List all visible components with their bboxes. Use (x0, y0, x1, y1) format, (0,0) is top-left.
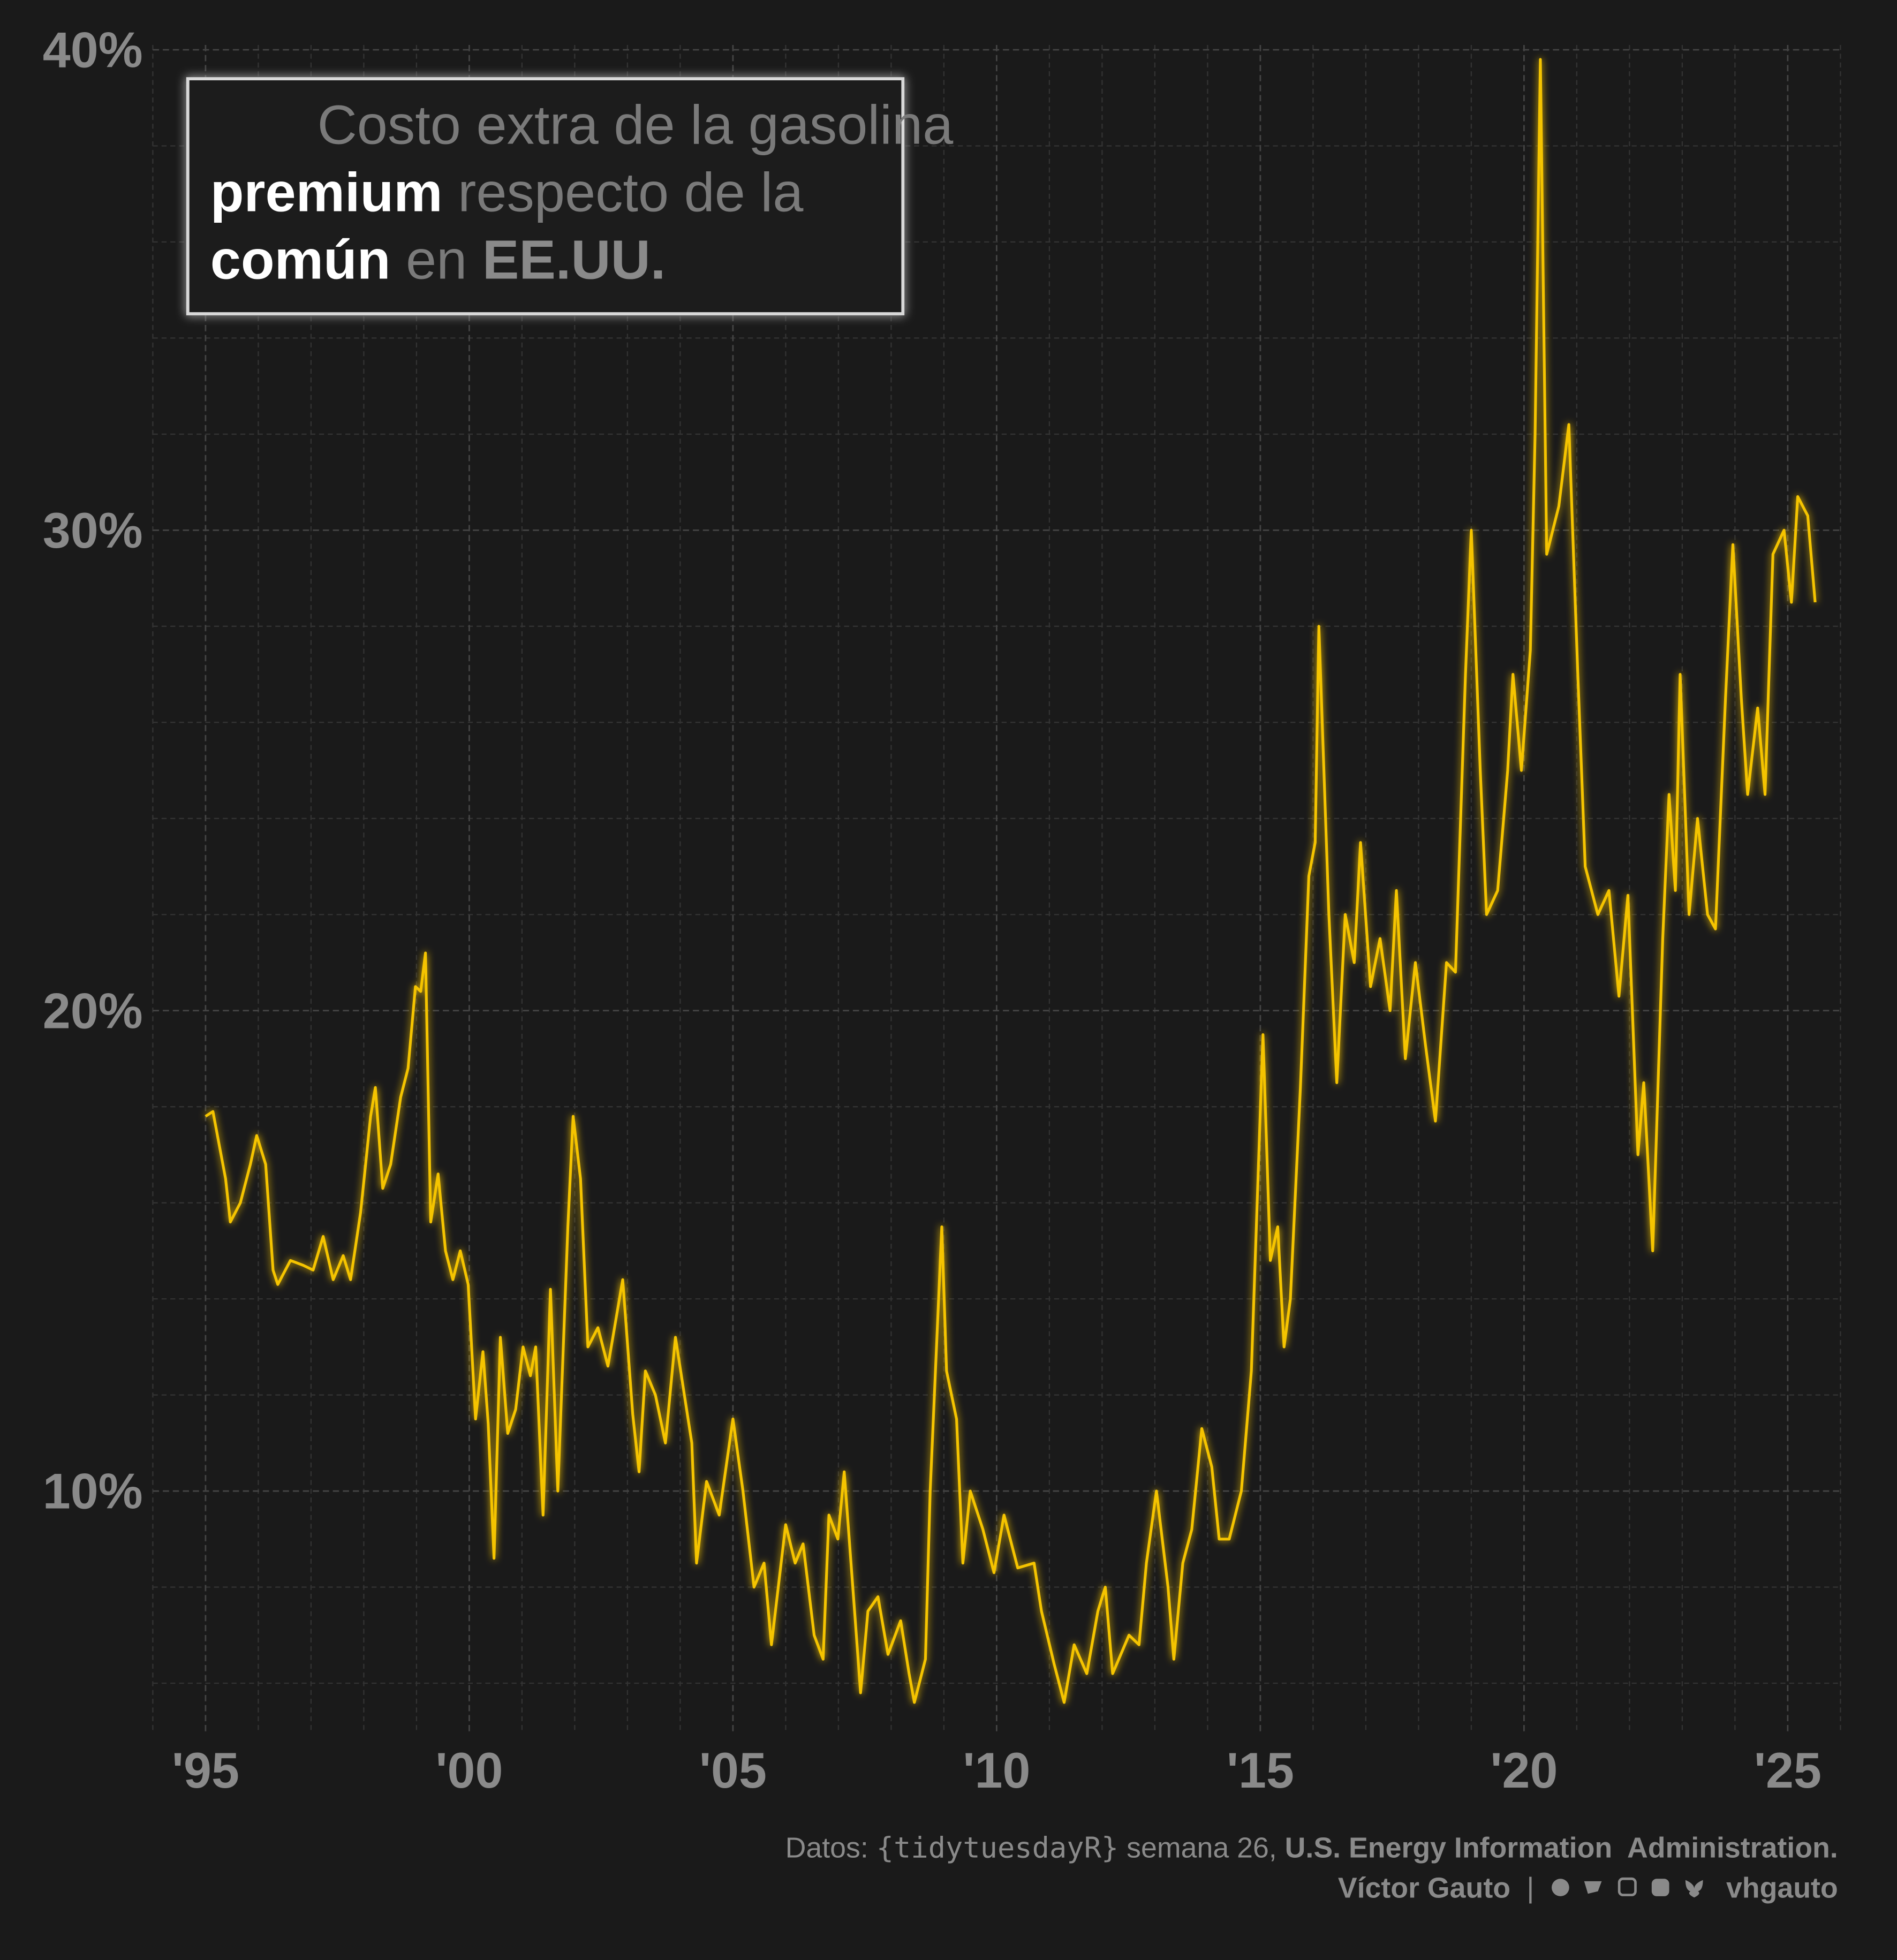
chart-title: premium respecto de la (210, 162, 804, 223)
line (205, 58, 1817, 1704)
y-tick-label: 30% (43, 502, 143, 558)
x-tick-label: '15 (1227, 1742, 1294, 1798)
social-icons (1552, 1877, 1703, 1898)
caption-part: U.S. Energy Information Administration (1285, 1832, 1830, 1864)
icon-bluesky (1685, 1880, 1703, 1898)
y-tick-label: 10% (43, 1463, 143, 1519)
y-tick-label: 20% (43, 982, 143, 1039)
x-tick-label: '05 (699, 1742, 767, 1798)
title-part: en (390, 229, 482, 291)
x-tick-label: '25 (1754, 1742, 1822, 1798)
caption-handle: vhgauto (1726, 1872, 1838, 1904)
caption-author: Víctor Gauto (1338, 1872, 1510, 1904)
caption-part: semana 26, (1118, 1832, 1284, 1864)
ticks: '95 '00 '05 '10 '15 '20 '25 10% 20% 30% 40% (43, 22, 1822, 1798)
chart-title: Costo extra de la gasolina (210, 94, 1030, 156)
x-tick-label: '00 (435, 1742, 503, 1798)
title-box: Costo extra de la gasolina premium respe… (186, 77, 1030, 315)
title-part: común (210, 229, 391, 291)
caption-part: . (1830, 1832, 1838, 1864)
x-tick-label: '10 (963, 1742, 1030, 1798)
caption-separator: | (1526, 1872, 1534, 1904)
plot (205, 58, 1817, 1704)
title-part: respecto de la (443, 162, 804, 223)
title-part: premium (210, 162, 443, 223)
caption-part: Datos: (785, 1832, 876, 1864)
grid (152, 45, 1841, 1731)
chart-title: común en EE.UU. (210, 229, 666, 291)
title-part: Costo extra de la gasolina (318, 94, 954, 156)
icon-twitter (1584, 1881, 1602, 1894)
y-tick-label: 40% (43, 22, 143, 78)
x-tick-label: '95 (172, 1742, 239, 1798)
caption-part: {tidytuesdayR} (876, 1831, 1119, 1865)
icon-instagram (1618, 1877, 1637, 1896)
icon-github (1552, 1879, 1569, 1896)
caption: Datos: {tidytuesdayR} semana 26, U.S. En… (785, 1831, 1838, 1865)
x-tick-label: '20 (1490, 1742, 1558, 1798)
icon-mastodon (1651, 1879, 1669, 1896)
title-part: EE.UU. (482, 229, 666, 291)
title-frame (186, 77, 905, 315)
